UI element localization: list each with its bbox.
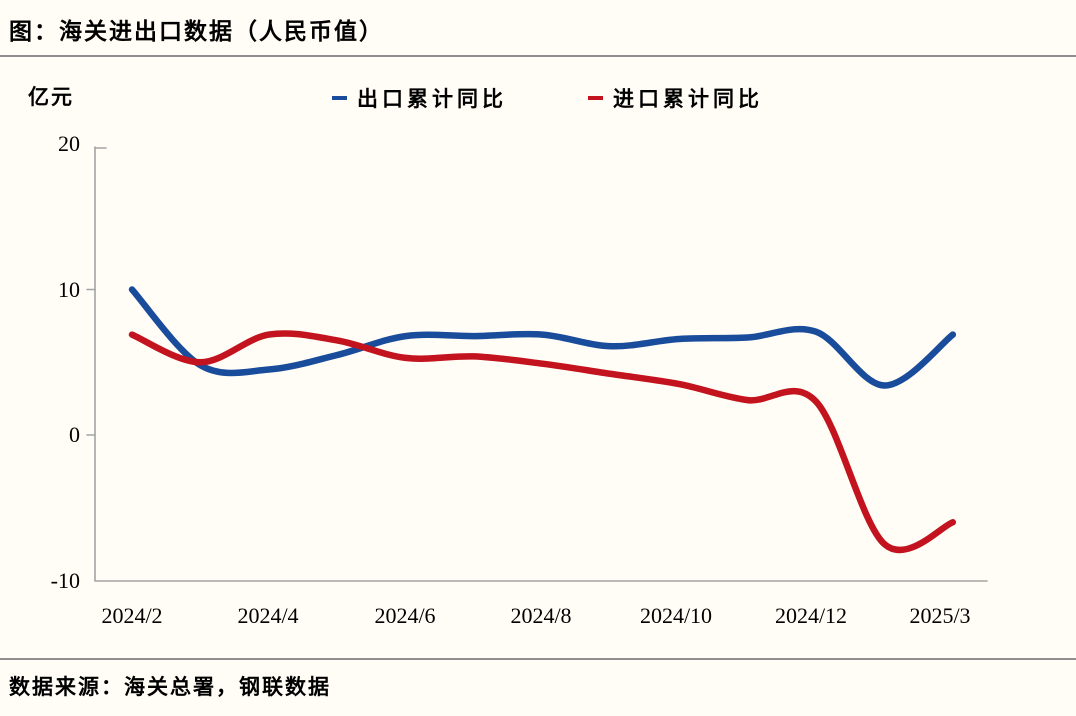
y-tick-label: 0 xyxy=(69,422,80,447)
legend-dash-icon xyxy=(588,96,603,100)
legend-label: 进口累计同比 xyxy=(613,87,763,111)
title-divider xyxy=(0,55,1076,57)
legend-item-export: 出口累计同比 xyxy=(332,83,507,113)
y-tick-label: 10 xyxy=(58,276,80,302)
legend-dash-icon xyxy=(332,96,347,100)
x-tick-label: 2024/2 xyxy=(101,603,163,628)
x-tick-label: 2024/6 xyxy=(374,603,436,628)
legend-label: 出口累计同比 xyxy=(357,87,507,111)
y-tick-label: 20 xyxy=(58,131,80,156)
x-tick-label: 2024/12 xyxy=(774,603,848,628)
footer-divider xyxy=(0,658,1076,660)
import-line xyxy=(128,330,957,554)
export-line xyxy=(128,286,957,389)
chart-title: 图：海关进出口数据（人民币值） xyxy=(9,19,384,44)
x-tick-label: 2024/4 xyxy=(237,603,299,628)
y-axis-unit-label: 亿元 xyxy=(28,85,74,109)
legend: 出口累计同比 进口累计同比 xyxy=(0,83,1076,113)
x-tick-label: 2025/3 xyxy=(909,603,971,628)
axis-lines xyxy=(94,146,988,582)
x-tick-label: 2024/8 xyxy=(510,603,572,628)
source-note: 数据来源：海关总署，钢联数据 xyxy=(9,675,331,699)
x-tick-label: 2024/10 xyxy=(639,603,713,628)
legend-item-import: 进口累计同比 xyxy=(588,83,763,113)
y-tick-label: -10 xyxy=(50,567,80,593)
